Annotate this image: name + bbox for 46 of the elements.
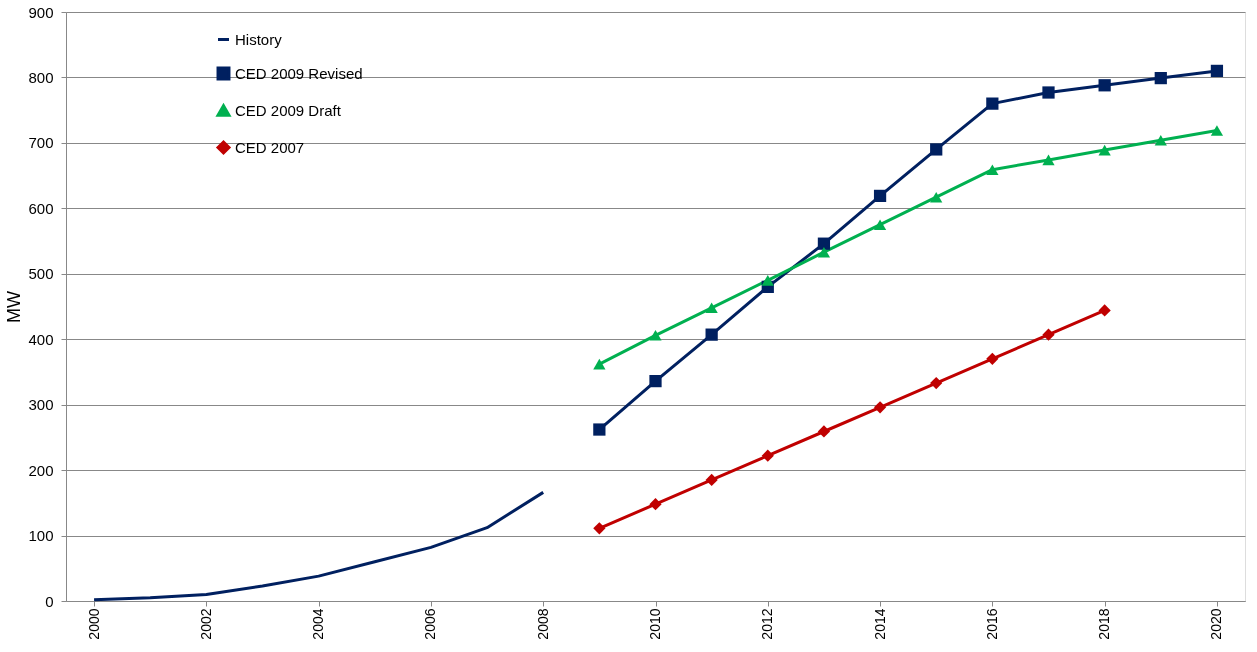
x-tick-label: 2004 [310,608,327,640]
point [930,191,943,203]
y-tick-label: 100 [28,527,54,545]
x-tick-label: 2000 [85,608,102,640]
x-tick-label: 2002 [197,608,214,640]
x-tick-label: 2016 [983,608,1000,640]
point [930,143,943,156]
point [817,425,831,438]
legend-label: CED 2007 [235,138,305,156]
x-tick-label: 2020 [1208,608,1225,640]
y-axis-title: MW [4,291,25,323]
y-tick-label: 500 [28,265,54,283]
point [761,449,774,462]
point [986,352,999,365]
point [761,275,774,286]
point [1154,134,1167,146]
point [1210,125,1224,136]
x-tick-label: 2008 [534,608,551,640]
point [817,237,831,250]
point [649,498,662,511]
point [930,376,943,390]
x-tick-label: 2012 [759,608,776,640]
y-tick-label: 900 [28,3,54,21]
legend-label: CED 2009 Revised [235,64,363,82]
legend-label: History [235,30,283,48]
point [873,401,887,414]
x-tick-label: 2006 [422,608,439,640]
y-tick-label: 0 [45,592,54,610]
x-tick-label: 2018 [1096,608,1113,640]
point [705,473,718,487]
y-tick-label: 200 [28,461,54,479]
y-tick-label: 600 [28,199,54,217]
line-series [92,490,545,602]
y-tick-label: 700 [28,134,54,152]
point [817,246,831,258]
point [649,374,662,388]
legend-label: CED 2009 Draft [235,101,342,119]
y-tick-label: 800 [28,68,54,86]
point [1154,71,1167,85]
y-tick-label: 300 [28,396,54,414]
point [1210,64,1224,78]
point [873,189,887,203]
y-tick-label: 400 [28,330,54,348]
x-tick-label: 2014 [871,608,888,640]
point [873,219,887,230]
x-tick-label: 2010 [647,608,663,640]
